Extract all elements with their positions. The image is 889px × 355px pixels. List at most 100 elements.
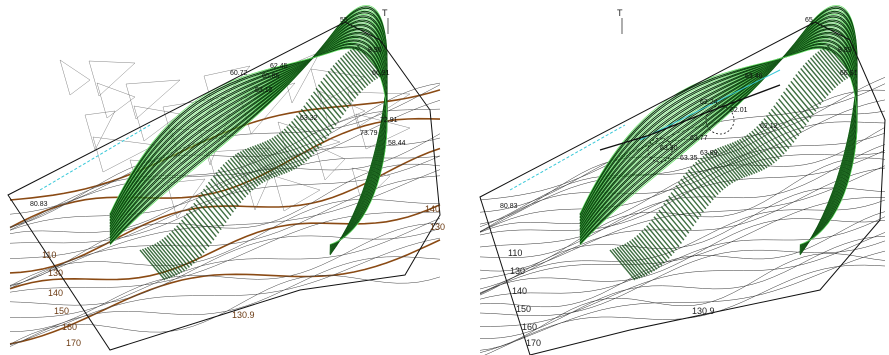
left-green-contour-hatch [330,67,357,99]
left-north-marker: T [382,8,388,18]
contour-elevation-label: 140 [425,204,440,214]
right-green-contour-hatch [670,192,697,223]
spot-elevation-label: 66.91 [840,70,858,77]
right-green-contour-hatch [677,181,704,213]
left-green-contour-hatch [139,249,166,281]
left-green-contour-hatch [251,145,278,177]
left-green-contour-hatch [195,199,222,231]
right-green-contour-hatch [675,185,702,217]
left-edge-value: 80.83 [30,201,48,208]
spot-elevation-label: 65.85 [262,73,280,80]
right-green-contour-hatch [790,80,817,112]
right-green-contour-hatch [648,222,675,254]
right-contour-line [479,197,886,295]
right-green-contour-hatch [827,45,854,77]
right-green-contour-hatch [775,101,802,133]
left-green-contour-hatch [342,55,369,87]
left-green-contour-hatch [317,84,344,116]
right-plan-panel: T 80.83 658.8966.9162.2462.0162.1263.356… [479,5,886,355]
right-green-contour-hatch [817,51,844,83]
left-green-contour-hatch [239,151,266,183]
left-contour-line [9,256,441,347]
right-green-contour [579,25,858,251]
left-contour-line [9,211,441,293]
right-green-contour-hatch [746,134,773,166]
left-green-contour-hatch [247,147,274,179]
left-green-contour-hatch [154,243,181,275]
right-green-contour-hatch [704,154,731,185]
left-green-contour-hatch [332,65,359,96]
left-green-contour-hatch [242,149,269,181]
right-green-contour-hatch [707,152,734,184]
right-green-contour-hatch [631,238,658,270]
right-green-contour-hatch [687,169,714,201]
right-green-contour-hatch [792,77,819,109]
left-green-contour-hatch [207,181,234,213]
right-contour-line [479,144,886,259]
left-green-contour-hatch [159,240,186,272]
left-green-contour-hatch [151,244,178,276]
left-green-contour [109,45,388,246]
contour-elevation-label: 130.9 [692,306,715,316]
left-green-contour [109,29,388,250]
right-green-contour-hatch [682,175,709,207]
left-tin-triangle [207,147,271,188]
contour-elevation-label: 170 [66,338,81,348]
left-site-boundary [7,21,441,351]
right-green-contour-hatch [751,130,778,162]
right-green-contour-hatch [787,84,814,116]
left-green-contour-hatch [212,175,239,207]
contour-elevation-label: 150 [54,306,69,316]
right-green-contour-hatch [785,87,812,119]
left-green-contour-hatch [232,155,259,187]
right-contour-line [480,232,886,327]
left-green-contour-hatch [161,238,188,270]
left-green-contour-hatch [144,247,171,279]
left-green-contour-hatch [234,154,261,185]
spot-elevation-label: 63.12 [255,87,273,94]
right-contour-line [479,152,886,236]
left-green-contour-hatch [156,242,183,273]
left-tin-triangle [88,60,136,97]
right-green-contour [579,12,858,254]
left-green-contour-hatch [149,245,176,277]
contour-elevation-label: 160 [522,322,537,332]
right-green-contour-hatch [673,188,700,220]
right-green-contour-hatch [702,155,729,187]
right-green-contour [579,48,858,245]
left-contour-line [9,82,441,228]
right-green-contour-hatch [721,145,748,177]
left-green-contour-hatch [295,115,322,147]
left-green-contour-hatch [278,132,305,164]
right-green-contour-hatch [668,195,695,227]
left-green-contour [109,48,388,245]
right-green-contour-hatch [609,249,636,281]
left-contour-line [9,218,441,318]
right-green-contour-hatch [758,123,785,155]
right-green-contour-hatch [768,111,795,143]
right-green-contour-hatch [653,216,680,248]
right-green-contour-hatch [616,246,643,278]
contour-elevation-label: 110 [42,250,56,260]
contour-elevation-label: 140 [48,288,63,298]
left-contour-line [9,163,441,286]
left-green-contour [109,25,388,251]
right-green-contour-hatch [665,199,692,231]
right-contour-line [479,199,886,294]
left-contour-line [9,203,441,290]
left-green-contour-band [109,5,388,281]
left-tin-triangle [125,79,181,120]
right-contour-line [479,167,886,290]
left-green-contour-hatch [298,111,325,143]
right-green-contour-hatch [819,49,846,81]
right-green-contour [579,47,858,246]
left-green-contour-hatch [190,206,217,238]
left-contour-line [9,99,441,231]
spot-elevation-label: 63.77 [690,135,708,142]
right-green-contour-hatch [714,148,741,180]
right-green-contour-hatch [690,166,717,198]
left-green-contour-hatch [339,57,366,89]
left-contour-line [9,222,441,332]
left-green-contour [109,7,388,255]
